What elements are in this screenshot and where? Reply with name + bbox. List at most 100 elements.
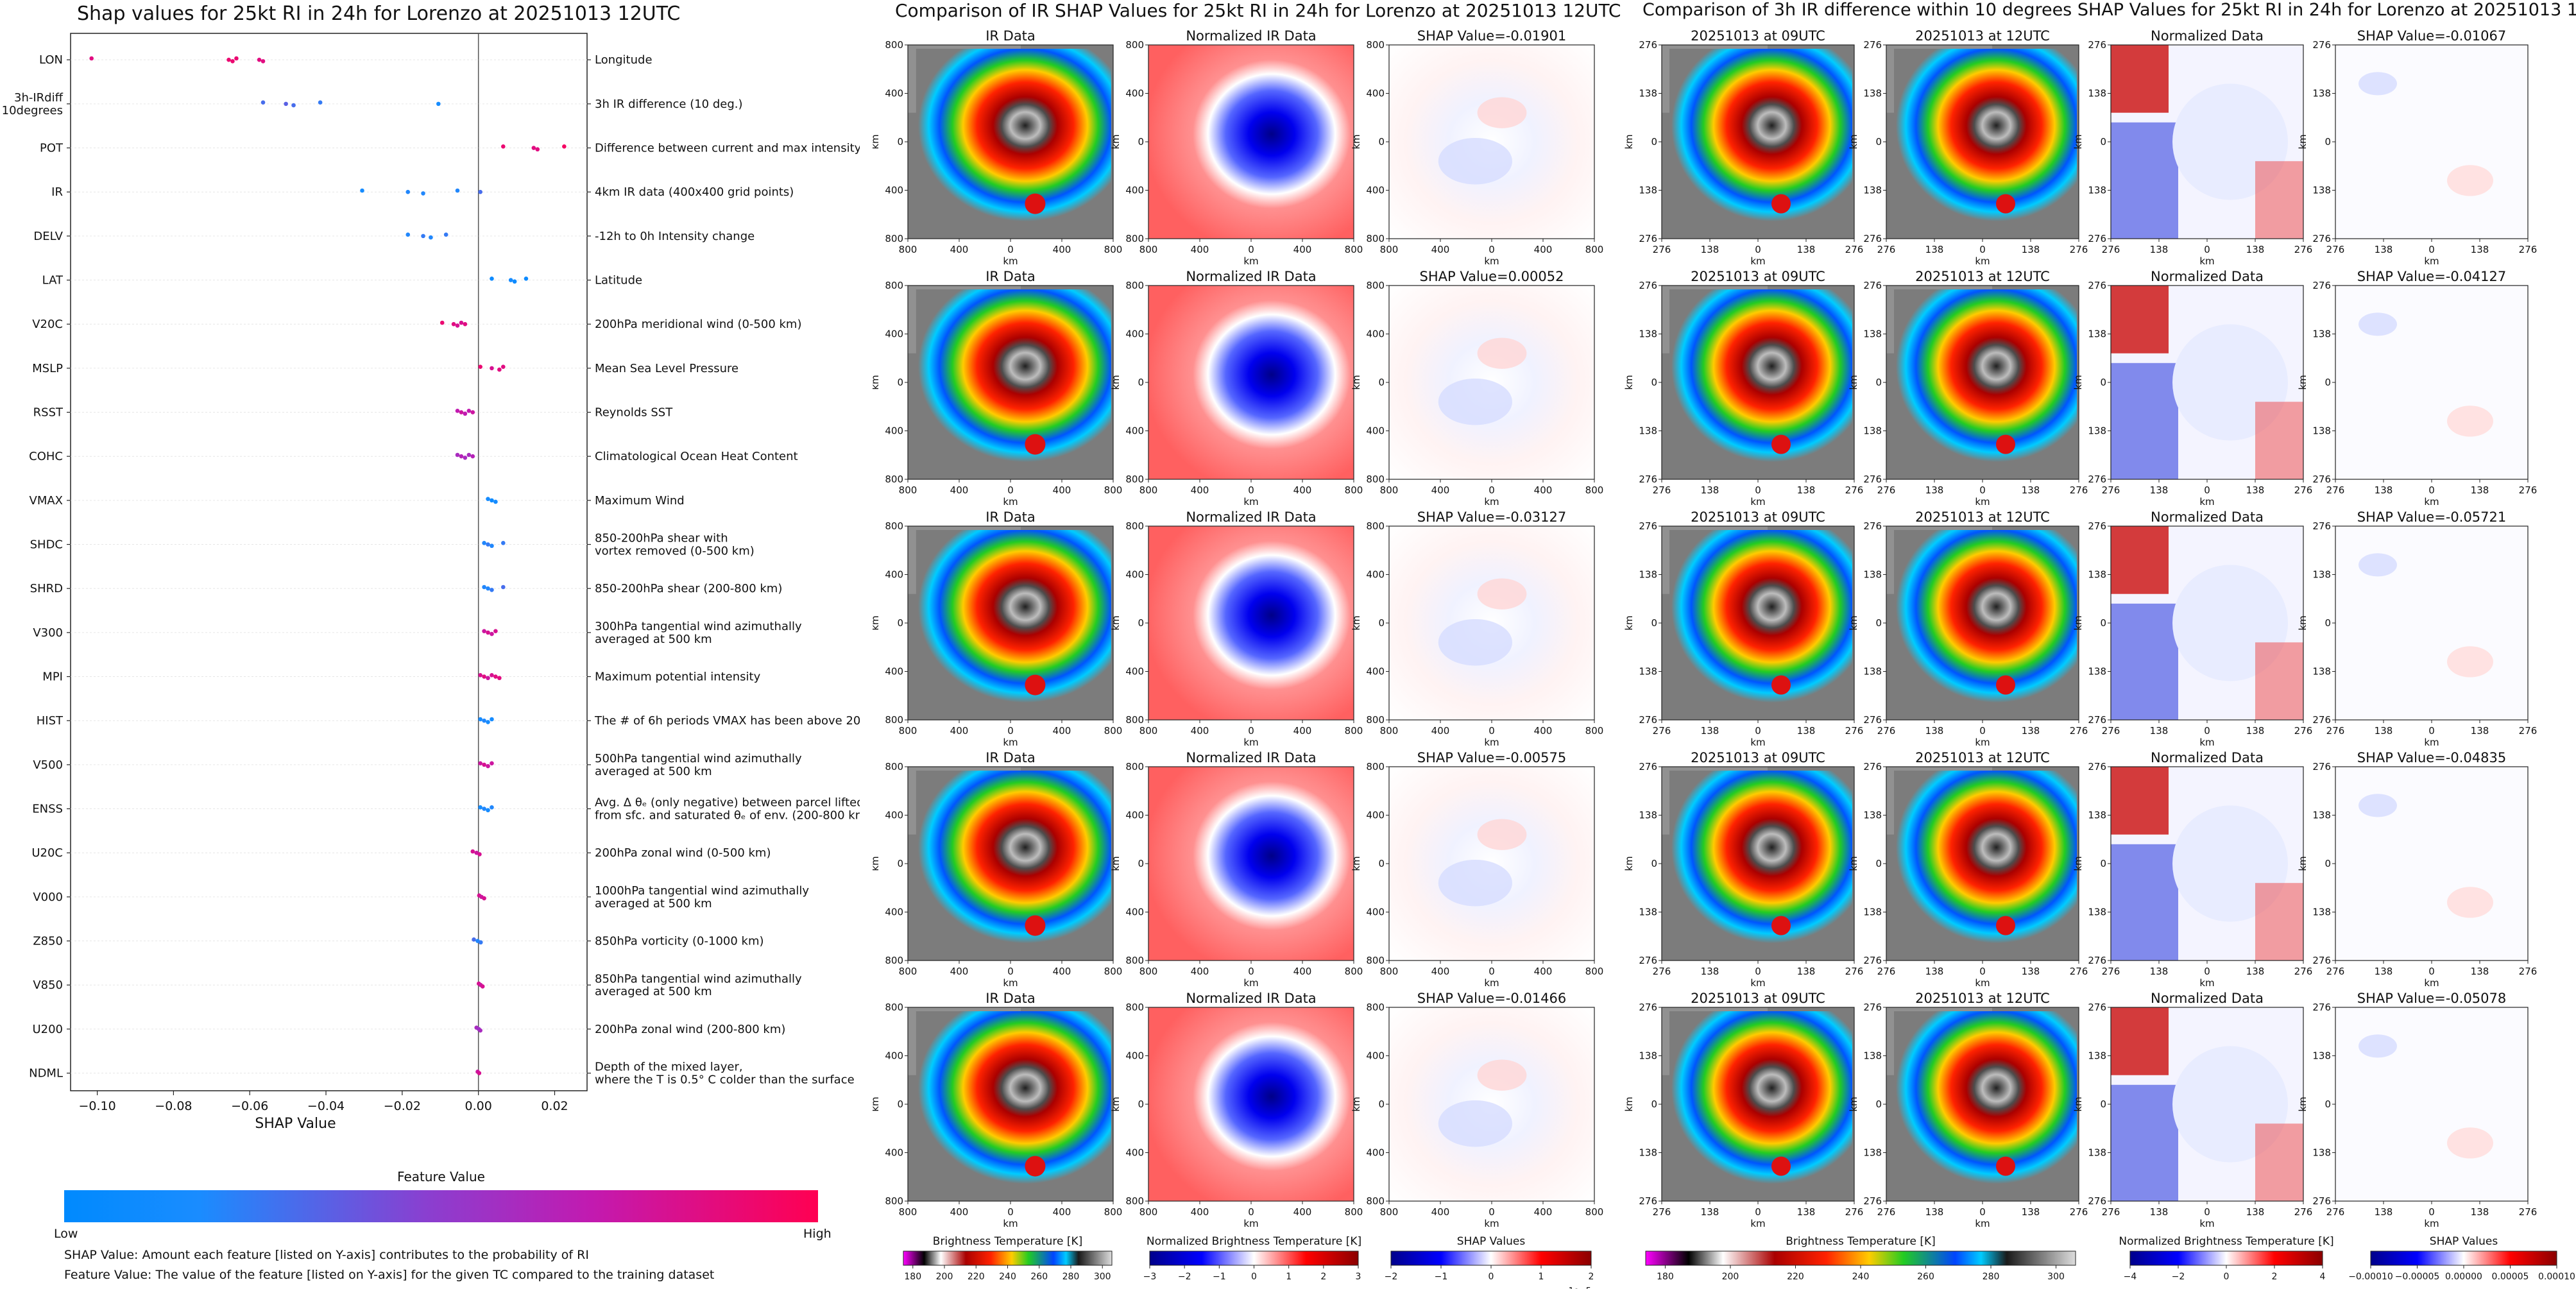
y-axis-label: km <box>2072 375 2084 389</box>
colorbar-label: Normalized Brightness Temperature [K] <box>1147 1235 1361 1248</box>
y-tick-label: 276 <box>2088 1195 2106 1207</box>
y-tick-label: 276 <box>1639 233 1657 244</box>
y-tick-label: 276 <box>1639 474 1657 485</box>
x-tick-label: 138 <box>2150 484 2169 496</box>
y-tick-label: 400 <box>885 666 903 678</box>
x-tick-label: 138 <box>2375 725 2393 737</box>
y-tick-label: 400 <box>885 1147 903 1159</box>
x-tick-label: 400 <box>950 1206 969 1218</box>
ndiff-negative-region <box>2111 603 2178 720</box>
feature-code-label: POT <box>40 142 64 155</box>
norm-field <box>1148 286 1354 479</box>
y-tick-label: 138 <box>2088 907 2106 918</box>
dshap-field <box>2335 286 2528 479</box>
x-axis-label: km <box>2424 737 2439 748</box>
explanation-feature-value: Feature Value: The value of the feature … <box>64 1268 715 1282</box>
x-tick-label: 400 <box>1293 484 1312 496</box>
colorbar-tick-label: 260 <box>1030 1272 1048 1282</box>
shap-negative-blob <box>1438 859 1512 907</box>
shap-point <box>463 321 468 327</box>
y-tick-label: 400 <box>1125 425 1144 437</box>
x-tick-label: 138 <box>1925 484 1944 496</box>
y-tick-label: 138 <box>2088 1050 2106 1062</box>
ir-storm <box>916 49 1111 223</box>
ir-storm <box>1894 1011 2077 1186</box>
x-tick-label: −0.02 <box>384 1099 421 1113</box>
y-tick-label: 138 <box>1863 569 1882 581</box>
x-tick-label: 138 <box>1701 484 1719 496</box>
x-axis-label: km <box>1975 977 1990 989</box>
y-tick-label: 400 <box>1125 88 1144 99</box>
x-tick-label: 0 <box>1007 1206 1014 1218</box>
x-tick-label: 0 <box>1755 725 1761 737</box>
x-tick-label: 0 <box>1007 966 1014 977</box>
x-tick-label: 400 <box>1053 725 1071 737</box>
shap-point <box>482 718 486 723</box>
x-tick-label: 0 <box>1248 244 1254 255</box>
y-tick-label: 800 <box>885 520 903 532</box>
feature-code-label: U200 <box>32 1023 63 1036</box>
feature-description-label: Difference between current and max inten… <box>595 142 860 155</box>
x-tick-label: 276 <box>2519 725 2538 737</box>
x-axis-label: km <box>1975 737 1990 748</box>
x-tick-label: 276 <box>1653 484 1671 496</box>
shap-point <box>455 452 460 457</box>
shap-point <box>443 232 448 237</box>
shap-point <box>486 808 490 813</box>
x-tick-label: 138 <box>1925 966 1944 977</box>
shap-point <box>478 761 482 765</box>
shap-point <box>508 278 513 282</box>
feature-code-label: U20C <box>31 846 63 860</box>
y-tick-label: 400 <box>1125 185 1144 196</box>
y-tick-label: 138 <box>2312 185 2331 196</box>
x-tick-label: 0 <box>1488 966 1495 977</box>
x-tick-label: 138 <box>1925 244 1944 255</box>
y-tick-label: 276 <box>2312 280 2331 291</box>
shap-point <box>486 542 490 547</box>
ir-convective-cell <box>1025 1156 1046 1177</box>
x-tick-label: 400 <box>1053 244 1071 255</box>
ir-convective-cell <box>1996 675 2015 695</box>
x-tick-label: 0 <box>1248 725 1254 737</box>
shap-point <box>89 56 94 61</box>
y-tick-label: 800 <box>1125 39 1144 51</box>
panel-title: Normalized Data <box>2151 509 2264 525</box>
ir-convective-cell <box>1025 193 1046 214</box>
y-tick-label: 0 <box>2100 617 2106 629</box>
x-axis-label: km <box>2199 496 2214 508</box>
x-tick-label: 276 <box>2294 484 2313 496</box>
panel-title: 20251013 at 09UTC <box>1691 269 1825 284</box>
ir-storm <box>1669 289 1852 464</box>
x-tick-label: 400 <box>1431 1206 1450 1218</box>
shap-point <box>482 762 486 767</box>
shap-point <box>535 147 540 152</box>
y-tick-label: 138 <box>2312 1050 2331 1062</box>
map-panel: 20251013 at 12UTC27627613813800138138276… <box>1848 991 2088 1229</box>
x-tick-label: 800 <box>1104 725 1123 737</box>
feature-description-label: 200hPa zonal wind (200-800 km) <box>595 1023 785 1036</box>
x-tick-label: 800 <box>1380 244 1399 255</box>
ir-convective-cell <box>1996 1156 2015 1176</box>
y-axis-label: km <box>2297 375 2308 389</box>
x-tick-label: 800 <box>1104 966 1123 977</box>
map-panel: SHAP Value=-0.04835276276138138001381382… <box>2297 750 2537 989</box>
ir-convective-cell <box>1771 194 1791 214</box>
x-tick-label: 0 <box>1488 1206 1495 1218</box>
y-axis-label: km <box>1848 375 1859 389</box>
y-tick-label: 800 <box>1366 761 1385 773</box>
shap-point <box>562 144 567 149</box>
x-tick-label: 0 <box>2204 725 2210 737</box>
shap-point <box>234 56 239 61</box>
shap-point <box>439 320 445 325</box>
shap-point <box>490 717 494 722</box>
colorbar-tick-label: 240 <box>1852 1272 1870 1282</box>
y-tick-label: 138 <box>2312 425 2331 437</box>
x-tick-label: 138 <box>1701 725 1719 737</box>
colorbar-tick-label: 180 <box>1657 1272 1674 1282</box>
y-tick-label: 138 <box>1639 185 1657 196</box>
y-tick-label: 800 <box>885 761 903 773</box>
x-tick-label: 276 <box>2102 244 2120 255</box>
y-axis-label: km <box>1848 615 1859 630</box>
x-tick-label: 400 <box>1191 244 1209 255</box>
y-tick-label: 800 <box>1366 39 1385 51</box>
